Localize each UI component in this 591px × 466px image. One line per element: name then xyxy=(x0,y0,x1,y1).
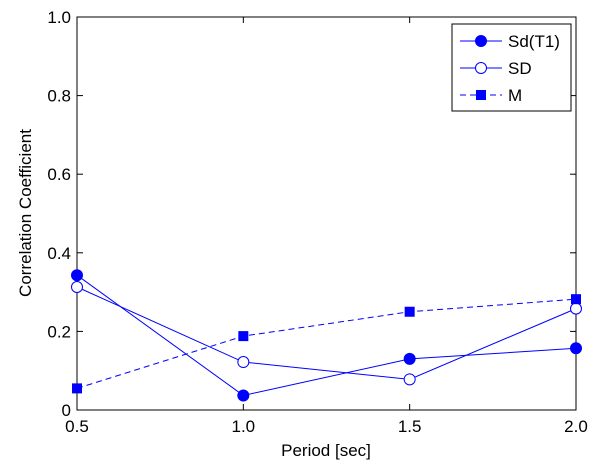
legend-label: SD xyxy=(508,59,532,78)
x-tick-label: 0.5 xyxy=(65,417,89,436)
y-tick-label: 0.2 xyxy=(47,322,71,341)
legend-marker xyxy=(475,35,487,47)
legend-entry: Sd(T1) xyxy=(460,32,560,51)
data-point xyxy=(570,342,582,355)
legend-entry: M xyxy=(460,86,522,105)
legend-label: M xyxy=(508,86,522,105)
y-axis-title: Correlation Coefficient xyxy=(16,129,35,297)
data-point xyxy=(237,356,250,369)
series-sd-t1- xyxy=(71,269,582,402)
y-tick-label: 0.8 xyxy=(47,87,71,106)
series-sd xyxy=(71,280,582,386)
data-point xyxy=(71,269,83,282)
ticks xyxy=(76,16,577,411)
x-axis-title: Period [sec] xyxy=(281,441,371,460)
y-tick-label: 1.0 xyxy=(47,8,71,27)
legend-marker xyxy=(475,62,487,74)
x-tick-label: 2.0 xyxy=(564,417,588,436)
series-line xyxy=(76,286,577,380)
series-line xyxy=(76,298,577,389)
data-point xyxy=(403,373,416,386)
y-tick-label: 0 xyxy=(62,401,71,420)
legend: Sd(T1) SD M xyxy=(451,23,572,112)
x-tick-label: 1.5 xyxy=(398,417,422,436)
data-point xyxy=(403,352,416,365)
data-point xyxy=(72,383,82,394)
data-point xyxy=(570,302,582,315)
data-point xyxy=(71,280,83,293)
legend-label: Sd(T1) xyxy=(508,32,560,51)
tick-labels: 0.5 1.0 1.5 2.0 0 0.2 0.4 0.6 0.8 1.0 xyxy=(47,8,587,436)
data-point xyxy=(571,294,581,305)
data-point xyxy=(238,331,249,342)
series-m xyxy=(72,294,581,394)
legend-entry: SD xyxy=(460,59,532,78)
y-tick-label: 0.6 xyxy=(47,165,71,184)
y-tick-label: 0.4 xyxy=(47,244,71,263)
x-tick-label: 1.0 xyxy=(232,417,256,436)
series-line xyxy=(76,274,577,396)
legend-marker xyxy=(476,90,486,100)
data-point xyxy=(237,389,250,402)
series-layer xyxy=(71,269,582,402)
data-point xyxy=(404,306,415,317)
